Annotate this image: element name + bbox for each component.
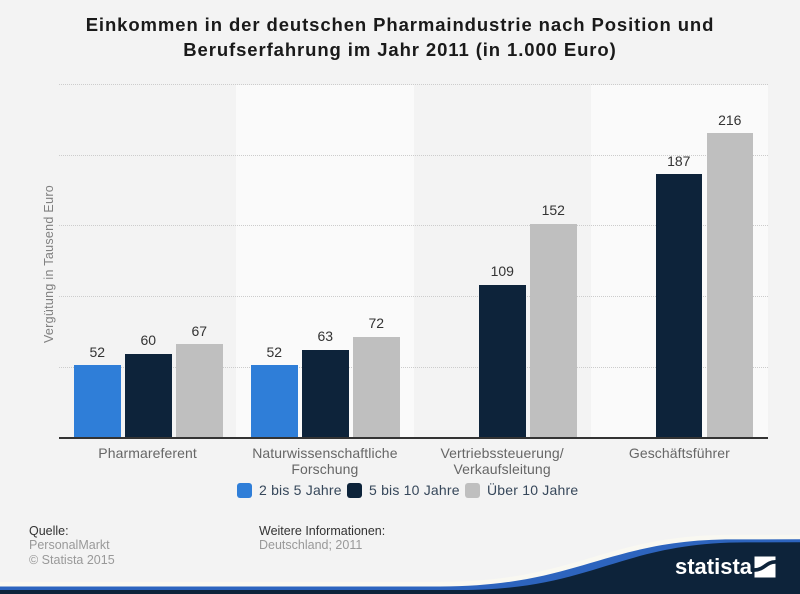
svg-text:statista: statista [675,554,753,579]
